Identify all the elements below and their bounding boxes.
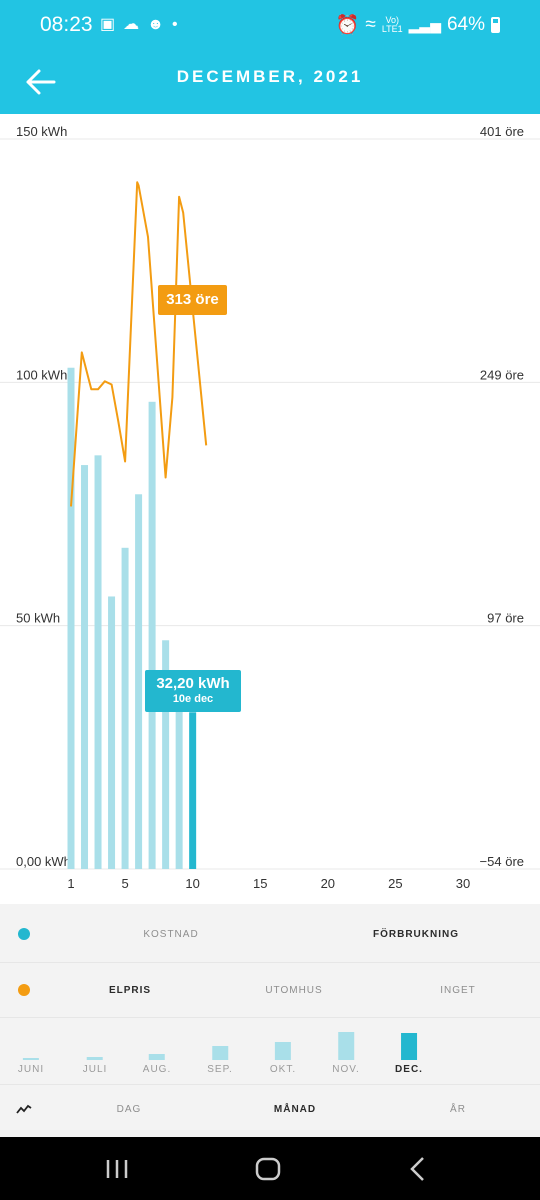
option-dag[interactable]: DAG [116, 1104, 142, 1115]
wifi-icon: ≈ [365, 14, 376, 35]
month-label: NOV. [332, 1064, 360, 1075]
consumption-bar [175, 703, 183, 869]
x-tick-label: 30 [456, 876, 470, 891]
app-bar: DECEMBER, 2021 [0, 50, 540, 114]
consumption-bar [94, 455, 102, 869]
consumption-bar [121, 547, 129, 869]
month-label: AUG. [142, 1064, 172, 1075]
month-bar [148, 1054, 165, 1060]
option-manad[interactable]: MÅNAD [273, 1104, 317, 1115]
series-row: KOSTNAD FÖRBRUKNING [0, 904, 540, 962]
consumption-tooltip: 32,20 kWh 10e dec [145, 670, 241, 712]
consumption-tooltip-date: 10e dec [172, 693, 214, 705]
month-label: JULI [82, 1064, 108, 1075]
x-tick-label: 20 [321, 876, 335, 891]
price-dot [18, 984, 30, 996]
month-option[interactable]: JUNI [18, 1058, 44, 1075]
y-right-tick-label: 249 öre [480, 367, 524, 382]
period-row: DAG MÅNAD ÅR [0, 1085, 540, 1137]
back-nav-icon[interactable] [408, 1156, 428, 1182]
home-icon[interactable] [255, 1157, 281, 1181]
price-row: ELPRIS UTOMHUS INGET [0, 963, 540, 1017]
consumption-bar [81, 465, 89, 869]
consumption-dot [18, 928, 30, 940]
month-label: JUNI [17, 1064, 45, 1075]
signal-icon: ▂▃▅ [408, 16, 441, 33]
battery-icon [491, 17, 500, 33]
x-tick-label: 5 [121, 876, 128, 891]
option-elpris[interactable]: ELPRIS [108, 985, 152, 996]
month-option[interactable]: DEC. [395, 1033, 423, 1075]
month-option[interactable]: NOV. [332, 1032, 360, 1075]
consumption-bar [67, 367, 75, 869]
month-option[interactable]: AUG. [143, 1054, 171, 1075]
option-inget[interactable]: INGET [440, 985, 476, 996]
status-time: 08:23 [40, 13, 93, 36]
month-label: DEC. [395, 1064, 423, 1075]
month-bar [338, 1032, 354, 1060]
x-tick-label: 10 [185, 876, 199, 891]
price-line [70, 181, 208, 507]
option-ar[interactable]: ÅR [450, 1104, 466, 1115]
lte-indicator: Vo) LTE1 [381, 15, 403, 34]
price-tooltip: 313 öre [158, 285, 227, 315]
month-bar [87, 1057, 103, 1060]
battery-text: 64% [446, 14, 485, 35]
y-left-tick-label: 100 kWh [16, 367, 67, 382]
x-tick-label: 1 [67, 876, 74, 891]
consumption-chart[interactable]: 0,00 kWh −54 öre 50 kWh 97 öre 100 kWh 249 ör… [0, 114, 540, 904]
month-option[interactable]: OKT. [270, 1042, 296, 1075]
consumption-bar [135, 494, 143, 869]
month-option[interactable]: JULI [83, 1057, 108, 1075]
months-row: JUNI JULI AUG. SEP. OKT. NOV. DEC. [0, 1018, 540, 1084]
status-bar: 08:23 ▣☁☻• ⏰ ≈ Vo) LTE1 ▂▃▅ 64% [0, 0, 540, 50]
option-utomhus[interactable]: UTOMHUS [265, 985, 323, 996]
consumption-bar [148, 401, 156, 869]
y-right-tick-label: −54 öre [480, 854, 524, 869]
y-left-tick-label: 50 kWh [16, 611, 60, 626]
month-label: SEP. [207, 1064, 233, 1075]
recent-apps-icon[interactable] [104, 1158, 130, 1180]
divider [0, 1017, 540, 1018]
month-bar [274, 1042, 291, 1060]
status-right: ⏰ ≈ Vo) LTE1 ▂▃▅ 64% [336, 13, 500, 37]
y-right-tick-label: 97 öre [487, 611, 524, 626]
y-right-tick-label: 401 öre [480, 124, 524, 139]
consumption-bar [189, 712, 197, 869]
x-tick-label: 15 [253, 876, 267, 891]
consumption-tooltip-value: 32,20 kWh [156, 675, 230, 692]
month-bar [22, 1058, 39, 1060]
month-label: OKT. [269, 1064, 297, 1075]
alarm-icon: ⏰ [335, 15, 360, 36]
trend-icon[interactable] [16, 1103, 32, 1115]
divider [0, 1084, 540, 1085]
divider [0, 962, 540, 963]
y-left-tick-label: 150 kWh [16, 124, 67, 139]
month-bar [212, 1046, 228, 1060]
month-option[interactable]: SEP. [207, 1046, 233, 1075]
system-nav-bar [0, 1137, 540, 1200]
option-kostnad[interactable]: KOSTNAD [143, 929, 199, 940]
y-left-tick-label: 0,00 kWh [16, 854, 71, 869]
month-bar [401, 1033, 417, 1060]
x-tick-label: 25 [388, 876, 402, 891]
page-title: DECEMBER, 2021 [176, 67, 364, 86]
options-panel: KOSTNAD FÖRBRUKNING ELPRIS UTOMHUS INGET… [0, 904, 540, 1137]
consumption-bar [108, 596, 116, 869]
back-arrow-icon[interactable] [22, 62, 62, 102]
option-forbrukning[interactable]: FÖRBRUKNING [373, 929, 459, 940]
consumption-bar [162, 640, 170, 869]
notification-icons: ▣☁☻• [100, 16, 186, 33]
